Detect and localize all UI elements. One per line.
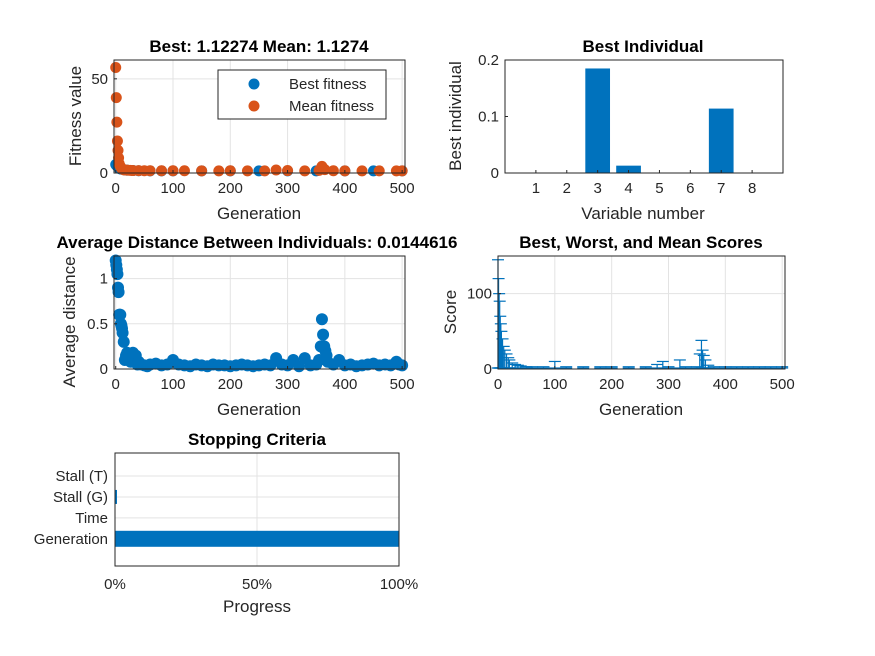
- distance-point: [396, 359, 409, 372]
- x-tick-label: 6: [686, 180, 694, 197]
- legend-marker-mean: [248, 100, 260, 112]
- scores-plot-ylabel: Score: [441, 290, 460, 334]
- progress-bar: [115, 530, 399, 547]
- mean-fitness-point: [213, 165, 225, 177]
- best-individual-ylabel: Best individual: [446, 61, 465, 171]
- x-tick-label: 5: [655, 180, 663, 197]
- x-tick-label: 0: [112, 180, 120, 197]
- fitness-legend: Best fitness Mean fitness: [217, 69, 387, 120]
- category-label: Generation: [34, 531, 108, 548]
- y-tick-label: 0.5: [87, 316, 108, 333]
- mean-fitness-point: [299, 165, 311, 177]
- mean-fitness-point: [144, 165, 156, 177]
- fitness-plot-title: Best: 1.12274 Mean: 1.1274: [149, 37, 369, 56]
- x-tick-label: 3: [593, 180, 601, 197]
- x-tick-label: 300: [275, 180, 300, 197]
- legend-label-best: Best fitness: [289, 76, 367, 93]
- x-tick-label: 8: [748, 180, 756, 197]
- x-tick-label: 100: [160, 376, 185, 393]
- category-label: Time: [75, 510, 108, 527]
- x-tick-label: 400: [713, 376, 738, 393]
- x-tick-label: 200: [218, 180, 243, 197]
- x-tick-label: 500: [390, 376, 415, 393]
- legend-label-mean: Mean fitness: [289, 98, 374, 115]
- x-tick-label: 500: [770, 376, 795, 393]
- y-tick-label: 1: [100, 271, 108, 288]
- distance-plot-xlabel: Generation: [217, 400, 301, 419]
- distance-point: [114, 308, 127, 321]
- legend-marker-best: [248, 78, 260, 90]
- scores-plot-title: Best, Worst, and Mean Scores: [519, 233, 762, 252]
- mean-fitness-point: [111, 116, 123, 128]
- x-tick-label: 400: [332, 376, 357, 393]
- mean-fitness-point: [356, 165, 368, 177]
- x-tick-label: 0: [494, 376, 502, 393]
- x-tick-label: 0: [112, 376, 120, 393]
- stopping-plot: 0% 50% 100% Stall (T) Stall (G) Time Generatio…: [34, 430, 418, 616]
- variable-bar: [616, 165, 641, 173]
- distance-point: [112, 286, 125, 299]
- stopping-plot-title: Stopping Criteria: [188, 430, 326, 449]
- x-tick-label: 2: [563, 180, 571, 197]
- fitness-plot-ylabel: Fitness value: [66, 66, 85, 166]
- y-tick-label: 0: [100, 361, 108, 378]
- y-tick-label: 0: [100, 165, 108, 182]
- x-tick-label: 300: [275, 376, 300, 393]
- mean-fitness-point: [110, 62, 122, 74]
- variable-bar: [585, 68, 611, 173]
- variable-bar: [708, 108, 734, 173]
- y-tick-label: 0: [491, 165, 499, 182]
- mean-fitness-point: [259, 165, 271, 177]
- mean-fitness-point: [110, 92, 122, 104]
- stopping-plot-xlabel: Progress: [223, 597, 291, 616]
- y-tick-label: 0.1: [478, 109, 499, 126]
- mean-fitness-point: [270, 164, 282, 176]
- x-tick-label: 500: [390, 180, 415, 197]
- x-tick-label: 100: [542, 376, 567, 393]
- x-tick-label: 4: [624, 180, 632, 197]
- mean-fitness-point: [241, 165, 253, 177]
- best-individual-plot: 1 2 3 4 5 6 7 8 0 0.1 0.2 Best Individual Variable…: [446, 37, 784, 223]
- mean-fitness-point: [319, 164, 331, 176]
- mean-fitness-point: [327, 165, 339, 177]
- distance-point: [116, 326, 129, 339]
- x-tick-label: 200: [218, 376, 243, 393]
- best-individual-title: Best Individual: [583, 37, 704, 56]
- distance-point: [111, 268, 124, 281]
- mean-fitness-point: [178, 165, 190, 177]
- distance-plot-ylabel: Average distance: [60, 256, 79, 387]
- fitness-plot-xlabel: Generation: [217, 204, 301, 223]
- x-tick-label: 400: [332, 180, 357, 197]
- x-tick-label: 1: [532, 180, 540, 197]
- distance-point: [315, 313, 328, 326]
- y-tick-label: 100: [467, 286, 492, 303]
- distance-plot: 0 100 200 300 400 500 0 0.5 1 Average Distance B…: [57, 233, 458, 419]
- y-tick-label: 0.2: [478, 52, 499, 69]
- distance-point: [317, 328, 330, 341]
- mean-fitness-point: [196, 165, 208, 177]
- mean-fitness-point: [156, 165, 168, 177]
- x-tick-label: 300: [656, 376, 681, 393]
- distance-plot-title: Average Distance Between Individuals: 0.…: [57, 233, 458, 252]
- y-tick-label: 0: [484, 361, 492, 378]
- mean-fitness-point: [111, 135, 123, 147]
- best-individual-xlabel: Variable number: [581, 204, 705, 223]
- x-tick-label: 100%: [380, 576, 418, 593]
- progress-bar: [115, 489, 117, 504]
- fitness-plot: 0 100 200 300 400 500 0 50 Best: 1.12274 Mean: …: [66, 37, 415, 223]
- distance-point: [117, 335, 130, 348]
- scores-plot-xlabel: Generation: [599, 400, 683, 419]
- x-tick-label: 0%: [104, 576, 126, 593]
- x-tick-label: 7: [717, 180, 725, 197]
- y-tick-label: 50: [91, 71, 108, 88]
- x-tick-label: 200: [599, 376, 624, 393]
- category-label: Stall (T): [56, 468, 109, 485]
- category-label: Stall (G): [53, 489, 108, 506]
- x-tick-label: 100: [160, 180, 185, 197]
- x-tick-label: 50%: [242, 576, 272, 593]
- mean-fitness-point: [373, 165, 385, 177]
- scores-plot: 0 100 200 300 400 500 0 100 Best, Worst, and Me…: [441, 233, 795, 419]
